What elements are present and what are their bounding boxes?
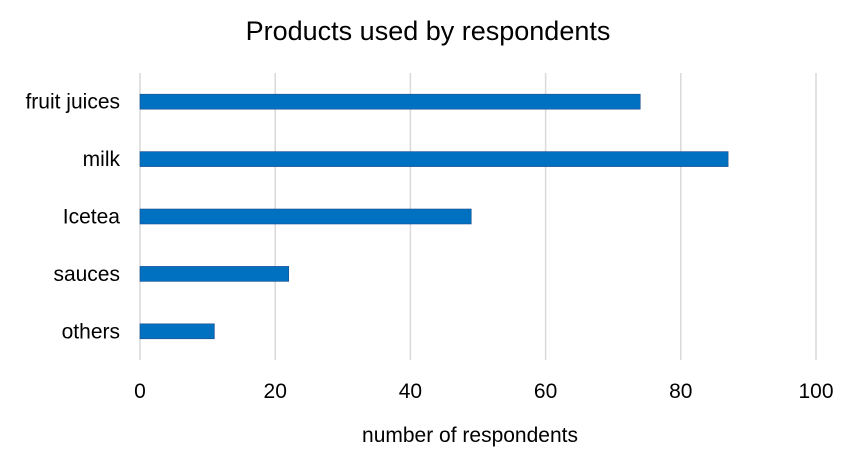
bars xyxy=(139,93,729,340)
chart-title: Products used by respondents xyxy=(246,16,611,46)
x-tick-label-40: 40 xyxy=(399,380,422,403)
x-tick-label-20: 20 xyxy=(264,380,287,403)
x-axis-label: number of respondents xyxy=(362,424,578,447)
category-label-fruit-juices: fruit juices xyxy=(25,91,120,114)
category-label-icetea: Icetea xyxy=(63,206,121,229)
x-tick-label-100: 100 xyxy=(798,380,833,403)
category-label-others: others xyxy=(62,320,120,343)
bar-others xyxy=(139,323,215,340)
category-labels: fruit juices milk Icetea sauces others xyxy=(25,91,120,344)
x-tick-label-80: 80 xyxy=(669,380,692,403)
x-tick-label-60: 60 xyxy=(534,380,557,403)
bar-milk xyxy=(139,151,729,167)
category-label-milk: milk xyxy=(83,148,121,171)
x-axis-ticks: 0 20 40 60 80 100 xyxy=(134,380,833,403)
bar-fruit-juices xyxy=(139,93,641,110)
category-label-sauces: sauces xyxy=(53,263,120,286)
bar-icetea xyxy=(139,208,472,225)
bar-sauces xyxy=(139,266,290,282)
x-tick-label-0: 0 xyxy=(134,380,146,403)
